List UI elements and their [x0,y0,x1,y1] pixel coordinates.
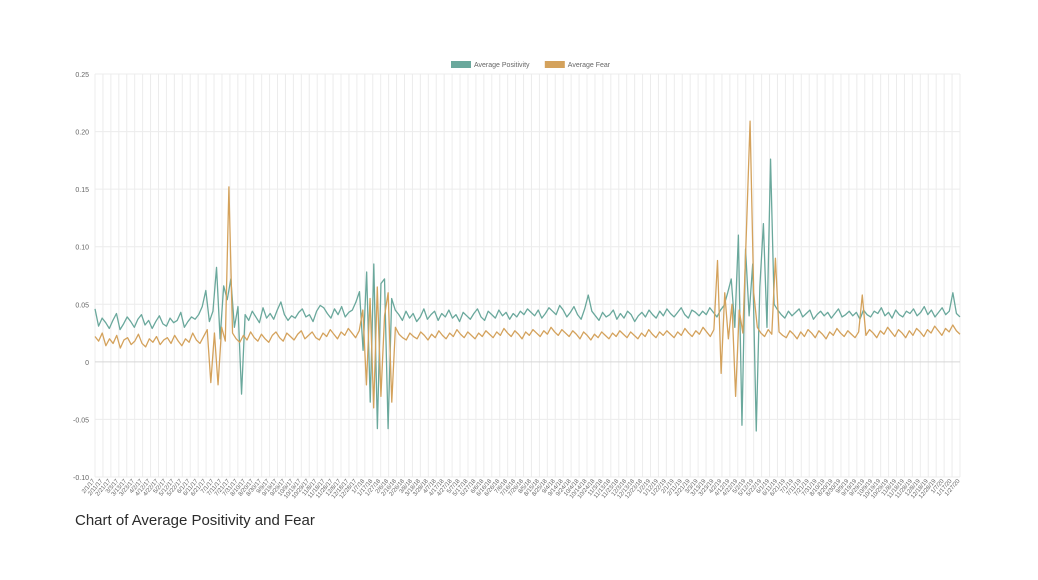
line-chart: 0.250.200.150.100.050-0.05-0.102/1/172/1… [73,61,962,500]
legend-label-fear: Average Fear [568,62,611,69]
y-tick-label: 0 [85,360,89,367]
legend-swatch-fear [544,61,565,68]
y-tick-label: -0.05 [73,417,89,424]
chart-caption: Chart of Average Positivity and Fear [75,512,315,529]
legend-swatch-positivity [451,61,471,68]
y-tick-label: -0.10 [73,475,89,482]
y-tick-label: 0.25 [75,72,89,79]
y-tick-label: 0.15 [75,187,89,194]
y-tick-label: 0.10 [75,245,89,252]
legend-label-positivity: Average Positivity [474,62,530,69]
series-line-fear [94,120,961,409]
series-line-positivity [94,158,961,432]
y-tick-label: 0.20 [75,130,89,137]
y-tick-label: 0.05 [75,302,89,309]
